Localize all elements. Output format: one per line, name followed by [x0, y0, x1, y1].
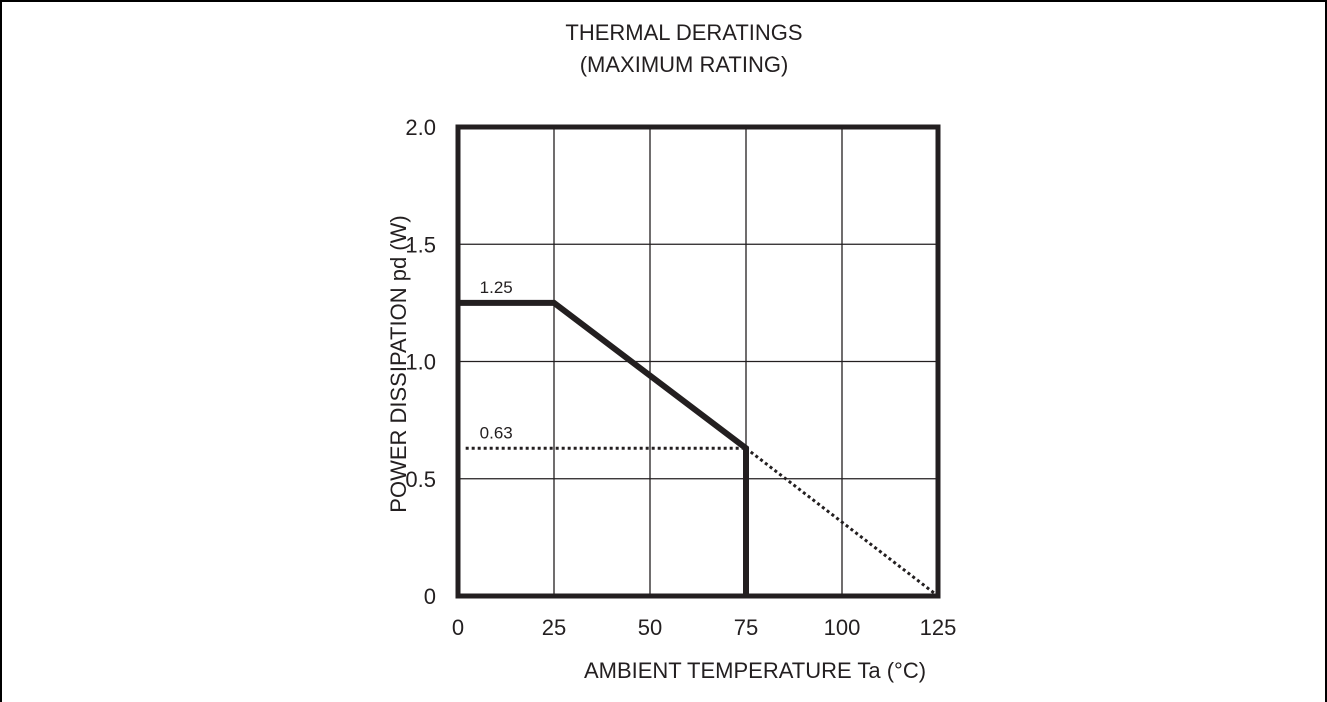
y-tick-label: 2.0	[405, 115, 436, 140]
annotations: 1.25 0.63	[480, 278, 513, 442]
y-axis-label: POWER DISSIPATION pd (W)	[386, 215, 411, 512]
x-tick-label: 25	[542, 615, 566, 640]
grid	[458, 127, 938, 596]
chart-subtitle: (MAXIMUM RATING)	[580, 52, 789, 77]
x-tick-label: 50	[638, 615, 662, 640]
x-tick-label: 100	[824, 615, 861, 640]
plot-frame	[455, 124, 941, 599]
derating-dotted-line	[745, 447, 939, 598]
x-tick-label: 0	[452, 615, 464, 640]
x-axis-label: AMBIENT TEMPERATURE Ta (°C)	[584, 658, 926, 683]
value-annotation: 0.63	[480, 423, 513, 442]
series	[458, 299, 939, 598]
y-tick-label: 1.0	[405, 350, 436, 375]
y-tick-label: 0	[424, 584, 436, 609]
y-tick-label: 0.5	[405, 467, 436, 492]
x-tick-label: 75	[734, 615, 758, 640]
chart-title: THERMAL DERATINGS	[565, 20, 802, 45]
derating-curve	[458, 299, 749, 596]
value-annotation: 1.25	[480, 278, 513, 297]
y-tick-label: 1.5	[405, 232, 436, 257]
tick-labels: 0 25 50 75 100 125 0 0.5 1.0 1.5 2.0	[405, 115, 956, 640]
x-tick-label: 125	[920, 615, 957, 640]
